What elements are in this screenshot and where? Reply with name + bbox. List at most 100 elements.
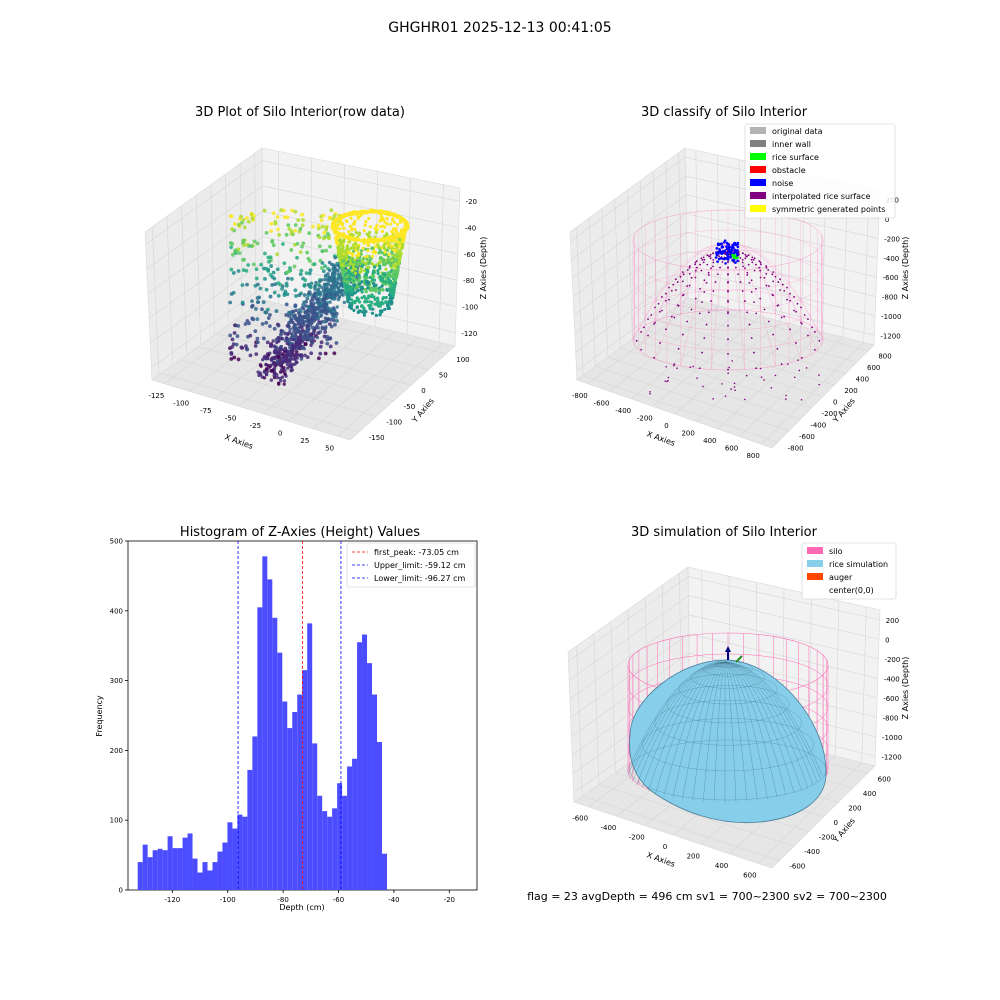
raw-point — [311, 224, 315, 229]
cls-xtick-label: 0 — [664, 422, 668, 430]
raw-point — [275, 360, 279, 364]
raw-point — [391, 294, 395, 298]
raw-point — [237, 251, 242, 256]
raw-point — [298, 250, 303, 255]
interpolated-point — [797, 359, 799, 361]
interpolated-point — [689, 366, 692, 368]
raw-point — [283, 289, 288, 294]
raw-point — [372, 269, 376, 273]
raw-point — [322, 283, 327, 288]
raw-xgrid-wall — [152, 226, 160, 376]
noise-point — [715, 247, 719, 250]
raw-point — [360, 290, 364, 294]
raw-point — [253, 329, 258, 334]
histogram-bar — [357, 642, 363, 890]
raw-point — [272, 326, 277, 331]
raw-point — [282, 366, 286, 370]
raw-point — [294, 326, 298, 330]
raw-point — [243, 322, 248, 326]
raw-point — [305, 336, 309, 341]
interpolated-point — [744, 267, 746, 270]
histogram-bars — [137, 556, 387, 890]
raw-point — [320, 224, 325, 229]
rice-simulation-contour — [691, 665, 765, 689]
cls-zgrid — [576, 288, 875, 371]
raw-point — [348, 277, 352, 281]
histogram-legend: first_peak: -73.05 cm Upper_limit: -59.12… — [346, 542, 476, 588]
raw-point — [389, 244, 394, 248]
interpolated-point — [654, 306, 656, 309]
cls-zgrid — [574, 250, 876, 334]
raw-point — [352, 283, 357, 287]
raw-point — [336, 248, 341, 252]
raw-point — [277, 233, 282, 237]
interpolated-point — [695, 266, 698, 269]
cls-ytick-label: 400 — [856, 376, 869, 384]
raw-point — [245, 242, 250, 247]
raw-point — [279, 368, 284, 372]
classify-dome-line — [727, 244, 818, 330]
interpolated-point — [800, 398, 803, 401]
raw-point — [282, 261, 287, 266]
noise-point — [732, 246, 735, 250]
raw-point — [276, 227, 280, 232]
raw-point — [245, 347, 250, 352]
interpolated-point — [789, 299, 791, 302]
interpolated-point — [747, 263, 750, 266]
histogram-bar — [192, 858, 198, 890]
raw-point — [298, 272, 303, 277]
raw-ytick-label: 100 — [456, 356, 469, 364]
interpolated-point — [793, 309, 795, 312]
interpolated-point — [777, 281, 780, 283]
interpolated-point — [681, 294, 684, 297]
sim-ytick-label: -600 — [789, 863, 805, 871]
raw-point — [378, 288, 382, 292]
raw-point — [297, 346, 301, 350]
interpolated-point — [668, 298, 670, 301]
raw-point — [299, 330, 304, 335]
histogram-title: Histogram of Z-Axies (Height) Values — [180, 525, 420, 540]
raw-point — [357, 279, 361, 283]
raw-point — [275, 252, 280, 257]
interpolated-point — [747, 254, 750, 257]
classify-dome-line — [638, 244, 729, 330]
raw-point — [232, 222, 237, 226]
cls-xtick-label: 800 — [746, 452, 759, 460]
raw-point — [312, 328, 316, 333]
rice-simulation-mesh — [629, 661, 726, 779]
figure-title: GHGHR01 2025-12-13 00:41:05 — [388, 20, 611, 36]
raw-point — [300, 223, 305, 228]
raw-point — [383, 307, 387, 312]
raw-ygrid — [179, 359, 377, 417]
raw-point — [397, 259, 401, 263]
raw-point — [286, 358, 290, 362]
raw-point-rim — [403, 221, 407, 225]
rice-simulation-contour — [654, 700, 802, 746]
raw-point — [345, 283, 349, 288]
raw-point — [339, 221, 343, 225]
raw-point — [342, 226, 346, 230]
sim-ztick-label: 200 — [886, 617, 899, 625]
raw-point — [362, 306, 366, 310]
interpolated-point — [698, 312, 701, 315]
cls-ztick-label: 0 — [885, 216, 889, 224]
interpolated-point — [727, 289, 729, 292]
interpolated-point — [737, 250, 740, 253]
interpolated-point — [811, 326, 813, 329]
cls-xtick-label: -600 — [594, 399, 610, 407]
raw-point-rim — [367, 239, 371, 244]
raw-point — [361, 246, 365, 250]
raw-point — [395, 222, 400, 227]
raw-plot-title: 3D Plot of Silo Interior(row data) — [195, 105, 405, 120]
raw-point-rim — [360, 239, 364, 243]
rice-simulation-mesh — [663, 661, 726, 796]
raw-point — [326, 235, 331, 240]
raw-point — [312, 262, 317, 267]
raw-point — [366, 286, 370, 290]
raw-point — [283, 346, 288, 350]
raw-point-rim — [358, 211, 362, 215]
raw-point — [345, 280, 349, 284]
noise-point — [721, 250, 724, 253]
sim-zgrid — [570, 633, 878, 718]
interpolated-point — [681, 333, 684, 336]
